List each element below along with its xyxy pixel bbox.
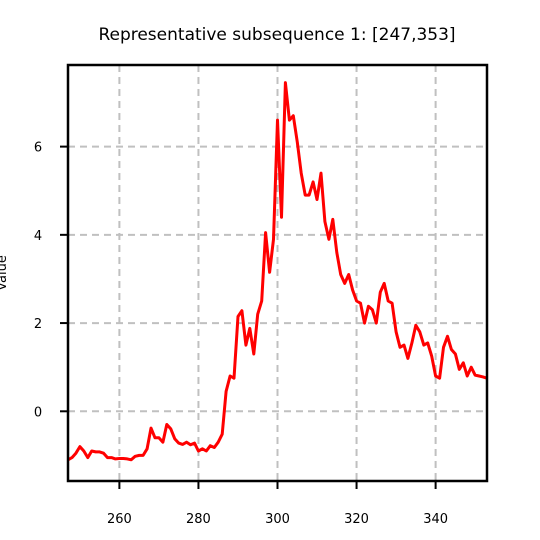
plot-frame [66,63,489,483]
y-tick-label: 0 [34,405,42,420]
x-tick-label: 300 [265,512,290,527]
x-tick-label: 340 [423,512,448,527]
y-tick-label: 6 [34,141,42,156]
y-tick-label: 4 [34,229,42,244]
series-line-group [68,81,487,462]
series-line [68,81,487,462]
axis-ticks: 260 280 300 320 340 0 2 4 6 [34,141,448,527]
x-tick-label: 320 [344,512,369,527]
y-tick-label: 2 [34,317,42,332]
x-tick-label: 260 [107,512,132,527]
y-axis-label: Value [0,255,10,291]
chart-title: Representative subsequence 1: [247,353] [98,25,455,45]
x-tick-label: 280 [186,512,211,527]
